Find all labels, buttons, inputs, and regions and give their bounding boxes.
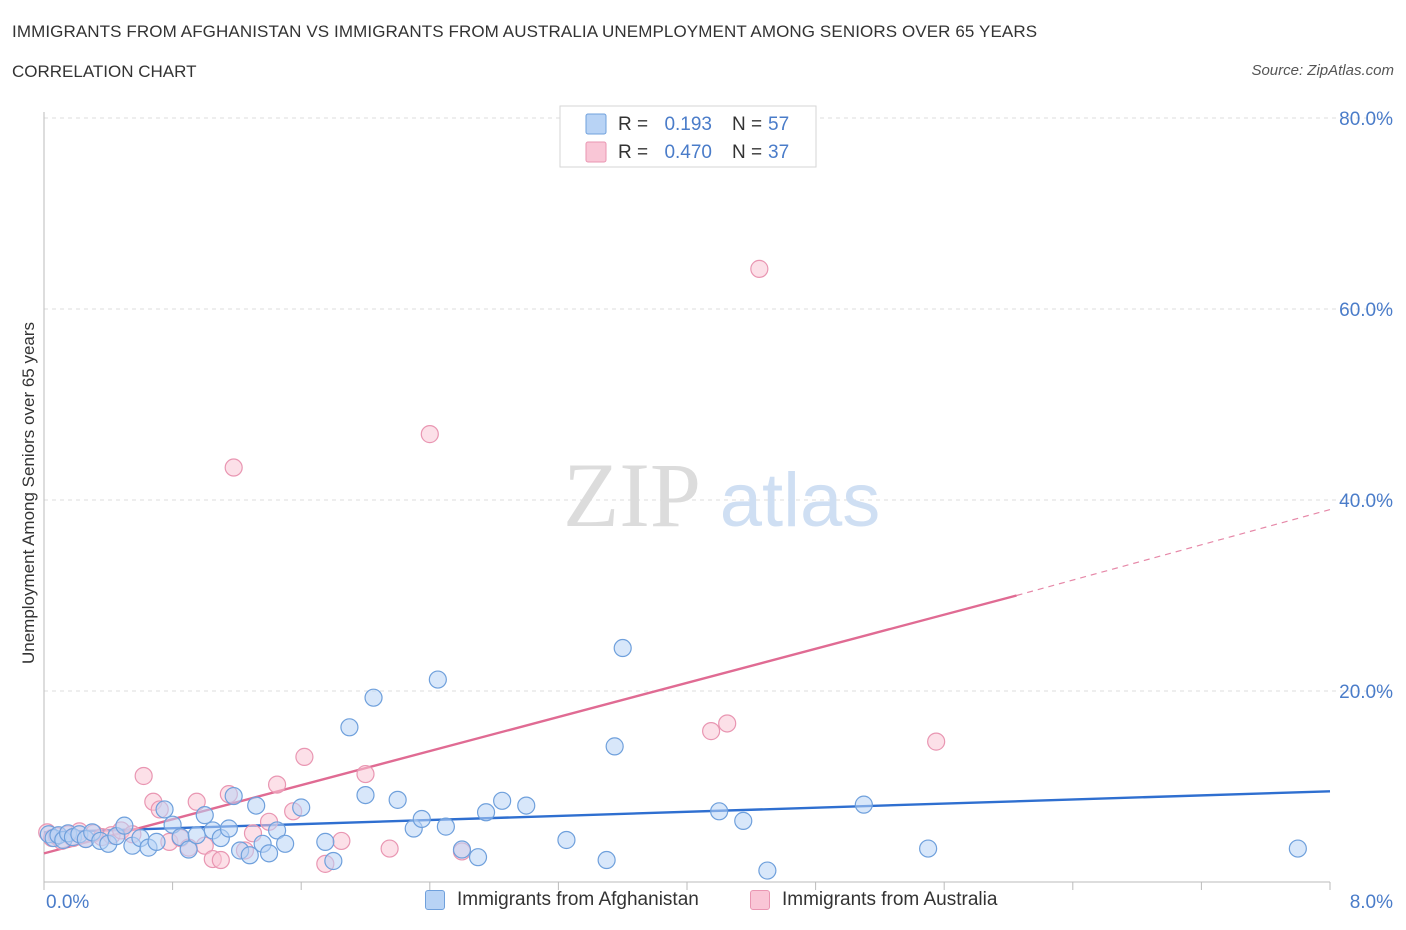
point-afghanistan bbox=[259, 844, 279, 863]
legend-item-australia: Immigrants from Australia bbox=[750, 889, 997, 911]
point-afghanistan bbox=[115, 816, 134, 835]
point-afghanistan bbox=[195, 806, 214, 825]
point-afghanistan bbox=[854, 795, 873, 814]
point-afghanistan bbox=[468, 848, 488, 867]
point-australia bbox=[718, 714, 737, 733]
point-afghanistan bbox=[613, 638, 632, 658]
legend-swatch-afghanistan bbox=[585, 113, 607, 135]
point-afghanistan bbox=[517, 796, 536, 815]
legend-r-value: 0.470 bbox=[664, 142, 712, 163]
trend-line-afghanistan bbox=[43, 790, 1331, 834]
point-afghanistan bbox=[734, 811, 753, 830]
point-afghanistan bbox=[493, 791, 512, 810]
legend-swatch-australia bbox=[585, 141, 607, 163]
legend-swatch-afghanistan bbox=[425, 890, 445, 910]
point-afghanistan bbox=[1288, 839, 1307, 858]
point-afghanistan bbox=[155, 800, 174, 819]
point-afghanistan bbox=[276, 834, 295, 853]
point-afghanistan bbox=[364, 688, 383, 707]
point-afghanistan bbox=[324, 851, 343, 871]
point-afghanistan bbox=[476, 803, 496, 822]
y-tick-label: 60.0% bbox=[1339, 300, 1393, 321]
point-australia bbox=[750, 259, 769, 278]
point-australia bbox=[187, 792, 206, 811]
point-afghanistan bbox=[247, 796, 266, 815]
point-australia bbox=[332, 831, 351, 851]
point-afghanistan bbox=[219, 819, 238, 838]
point-australia bbox=[134, 766, 153, 786]
legend-box: R = 0.193 N = 57 R = 0.470 N = 37 bbox=[559, 105, 817, 168]
point-australia bbox=[420, 425, 439, 444]
x-tick-label-max: 8.0% bbox=[1350, 892, 1393, 913]
point-afghanistan bbox=[147, 832, 166, 851]
trend-extension-australia bbox=[1016, 508, 1331, 597]
point-australia bbox=[211, 850, 230, 870]
point-afghanistan bbox=[758, 861, 777, 880]
data-points bbox=[38, 259, 1307, 880]
legend-swatch-australia bbox=[750, 890, 770, 910]
y-tick-label: 80.0% bbox=[1339, 109, 1393, 130]
point-afghanistan bbox=[412, 809, 431, 829]
point-afghanistan bbox=[187, 826, 206, 845]
point-afghanistan bbox=[267, 821, 287, 840]
watermark-zip: ZIP bbox=[563, 444, 701, 546]
bottom-legend: Immigrants from Afghanistan Immigrants f… bbox=[0, 889, 1406, 917]
point-afghanistan bbox=[557, 830, 576, 850]
legend-r-label: R = bbox=[618, 142, 648, 163]
point-afghanistan bbox=[356, 785, 375, 805]
point-australia bbox=[224, 458, 243, 477]
point-afghanistan bbox=[388, 790, 407, 809]
legend-n-label: N = bbox=[732, 114, 762, 135]
point-afghanistan bbox=[292, 798, 311, 817]
legend-item-afghanistan: Immigrants from Afghanistan bbox=[425, 889, 699, 911]
point-afghanistan bbox=[605, 737, 624, 756]
point-australia bbox=[380, 839, 399, 858]
point-australia bbox=[702, 722, 721, 741]
source-label: Source: ZipAtlas.com bbox=[1251, 62, 1394, 79]
legend-r-label: R = bbox=[618, 114, 648, 135]
y-tick-label: 40.0% bbox=[1339, 491, 1393, 512]
point-afghanistan bbox=[428, 670, 447, 689]
trend-line-australia bbox=[43, 594, 1017, 855]
watermark-atlas: atlas bbox=[720, 458, 881, 543]
legend-n-label: N = bbox=[732, 142, 762, 163]
legend-n-value: 37 bbox=[768, 142, 789, 163]
y-axis-label: Unemployment Among Seniors over 65 years bbox=[19, 322, 38, 664]
chart-subtitle: CORRELATION CHART bbox=[12, 62, 197, 81]
legend-n-value: 57 bbox=[768, 114, 789, 135]
point-australia bbox=[927, 732, 946, 751]
point-afghanistan bbox=[340, 718, 359, 737]
point-afghanistan bbox=[919, 839, 938, 858]
legend-label-australia: Immigrants from Australia bbox=[782, 889, 998, 910]
point-afghanistan bbox=[224, 786, 243, 806]
x-tick-label-min: 0.0% bbox=[46, 892, 89, 913]
point-australia bbox=[267, 775, 287, 794]
chart-title: IMMIGRANTS FROM AFGHANISTAN VS IMMIGRANT… bbox=[12, 22, 1038, 41]
point-afghanistan bbox=[710, 802, 729, 821]
point-afghanistan bbox=[597, 850, 616, 870]
point-australia bbox=[295, 747, 314, 766]
point-australia bbox=[356, 764, 375, 784]
point-afghanistan bbox=[179, 840, 198, 859]
legend-label-afghanistan: Immigrants from Afghanistan bbox=[457, 889, 699, 910]
point-afghanistan bbox=[316, 832, 335, 851]
y-tick-label: 20.0% bbox=[1339, 682, 1393, 703]
point-afghanistan bbox=[452, 840, 472, 859]
point-afghanistan bbox=[436, 817, 455, 836]
grid-layer bbox=[44, 117, 1390, 692]
legend-r-value: 0.193 bbox=[664, 114, 712, 135]
point-afghanistan bbox=[240, 846, 259, 865]
watermark: ZIP atlas bbox=[563, 444, 880, 546]
axes-layer: 20.0% 40.0% 60.0% 80.0% 0.0% 8.0% bbox=[43, 109, 1393, 913]
